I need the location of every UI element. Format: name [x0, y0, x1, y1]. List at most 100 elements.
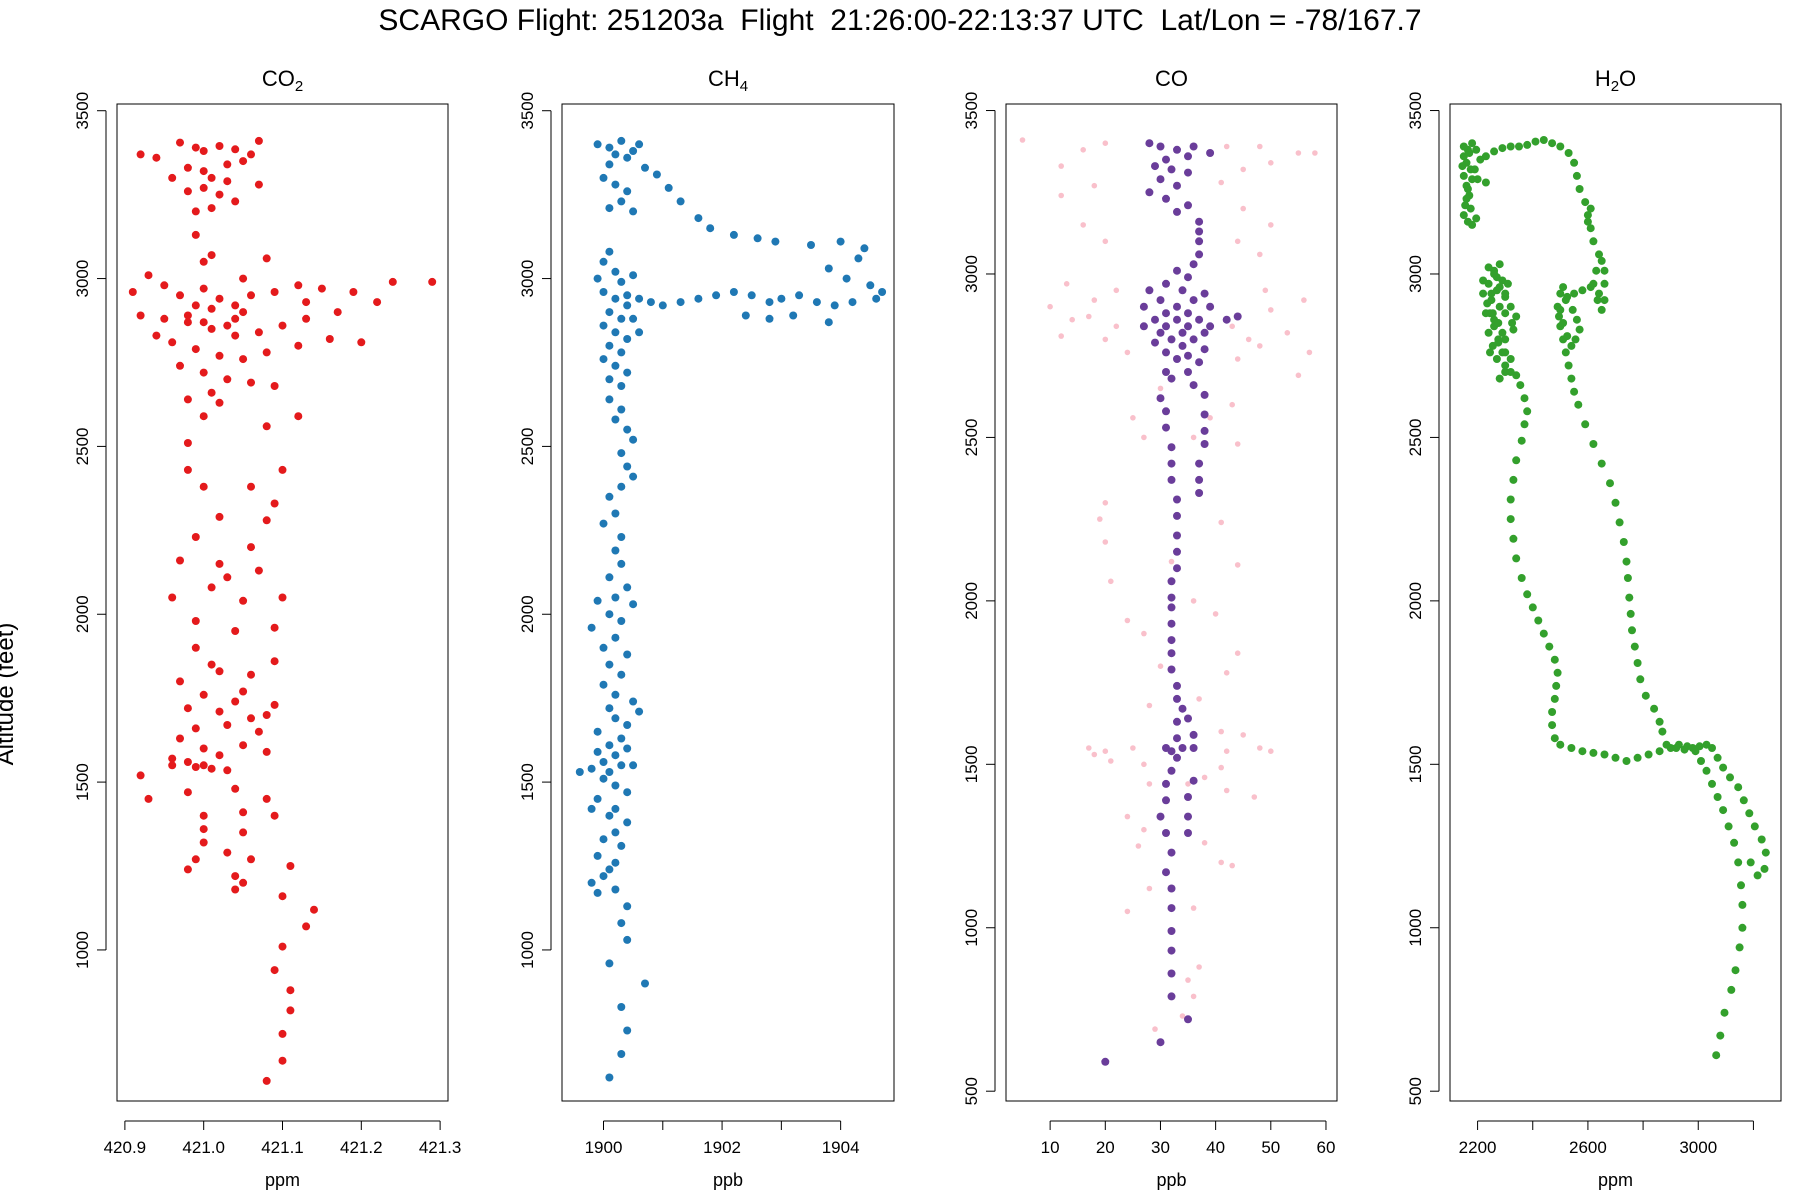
data-point: [623, 187, 632, 196]
data-point: [1151, 162, 1159, 171]
data-point: [215, 351, 224, 360]
data-point: [1080, 222, 1086, 228]
data-point: [611, 858, 620, 867]
data-point: [617, 919, 626, 928]
data-point: [207, 388, 216, 397]
data-point: [629, 697, 638, 706]
data-point: [1184, 322, 1192, 331]
data-point: [1506, 142, 1515, 151]
data-point: [1559, 319, 1568, 327]
data-point: [1515, 142, 1523, 151]
data-point: [262, 1076, 271, 1085]
data-point: [593, 851, 602, 860]
data-point: [1162, 368, 1170, 376]
data-point: [183, 788, 192, 797]
data-point: [199, 412, 208, 421]
y-tick-label: 3500: [1406, 92, 1425, 130]
data-point: [373, 298, 382, 307]
data-point: [1156, 296, 1165, 305]
data-point: [1713, 753, 1722, 762]
data-point: [1195, 250, 1204, 259]
data-point: [1091, 297, 1098, 303]
data-point: [599, 680, 608, 689]
data-point: [199, 482, 208, 491]
data-point: [611, 804, 620, 813]
data-point: [587, 804, 596, 813]
data-point: [623, 818, 632, 827]
data-point: [1459, 211, 1468, 220]
data-point: [611, 751, 620, 760]
data-point: [231, 145, 240, 154]
data-point: [223, 321, 232, 330]
x-tick-label: 420.9: [104, 1138, 147, 1157]
data-point: [1479, 289, 1488, 298]
data-point: [1058, 192, 1064, 199]
data-point: [325, 335, 334, 343]
data-point: [239, 308, 248, 317]
data-point: [1189, 776, 1198, 785]
data-point: [664, 183, 673, 192]
data-point: [1581, 198, 1590, 207]
data-point: [223, 848, 232, 857]
data-point: [1501, 309, 1510, 318]
data-point: [1487, 296, 1496, 305]
data-point: [1201, 774, 1208, 781]
data-point: [1156, 394, 1165, 403]
data-point: [1196, 696, 1202, 702]
data-point: [1730, 838, 1739, 847]
data-point: [1173, 531, 1181, 540]
data-point: [593, 727, 602, 736]
data-point: [629, 472, 638, 481]
data-point: [623, 153, 632, 162]
data-point: [617, 734, 626, 743]
data-point: [1492, 355, 1501, 363]
data-point: [1257, 343, 1263, 349]
data-point: [270, 966, 279, 975]
data-point: [231, 331, 240, 340]
data-point: [575, 768, 584, 776]
data-point: [599, 355, 608, 364]
data-point: [1626, 609, 1635, 618]
data-point: [1501, 289, 1510, 298]
data-point: [599, 643, 608, 652]
data-point: [1552, 681, 1561, 690]
data-point: [1476, 155, 1485, 164]
data-point: [1561, 296, 1570, 305]
data-point: [1162, 796, 1170, 805]
data-point: [1157, 663, 1164, 669]
data-point: [1113, 323, 1120, 330]
data-point: [1189, 730, 1198, 739]
data-point: [1737, 881, 1745, 890]
x-tick-label: 20: [1096, 1138, 1115, 1157]
data-point: [1268, 748, 1274, 754]
data-point: [599, 173, 608, 182]
data-point: [176, 361, 184, 370]
data-point: [617, 559, 626, 568]
data-point: [1178, 341, 1187, 350]
data-point: [1622, 757, 1631, 765]
data-point: [1731, 966, 1740, 975]
data-point: [1189, 296, 1198, 305]
data-point: [239, 157, 248, 166]
data-point: [1195, 475, 1204, 484]
data-point: [1139, 322, 1148, 331]
data-point: [1178, 286, 1187, 295]
data-point: [1498, 328, 1507, 337]
data-point: [1506, 368, 1515, 376]
data-point: [611, 690, 620, 699]
y-tick-label: 1000: [1406, 909, 1425, 947]
data-point: [1167, 969, 1176, 978]
data-point: [1720, 1008, 1729, 1017]
data-point: [1727, 985, 1736, 994]
data-point: [1559, 283, 1568, 292]
data-point: [1162, 194, 1170, 203]
data-point: [1567, 341, 1576, 350]
data-point: [1184, 368, 1192, 376]
data-point: [231, 197, 240, 206]
data-point: [302, 314, 311, 323]
data-point: [1465, 149, 1474, 157]
data-point: [1156, 142, 1165, 151]
data-point: [1196, 964, 1202, 970]
data-point: [1190, 434, 1197, 441]
data-point: [1223, 787, 1230, 794]
